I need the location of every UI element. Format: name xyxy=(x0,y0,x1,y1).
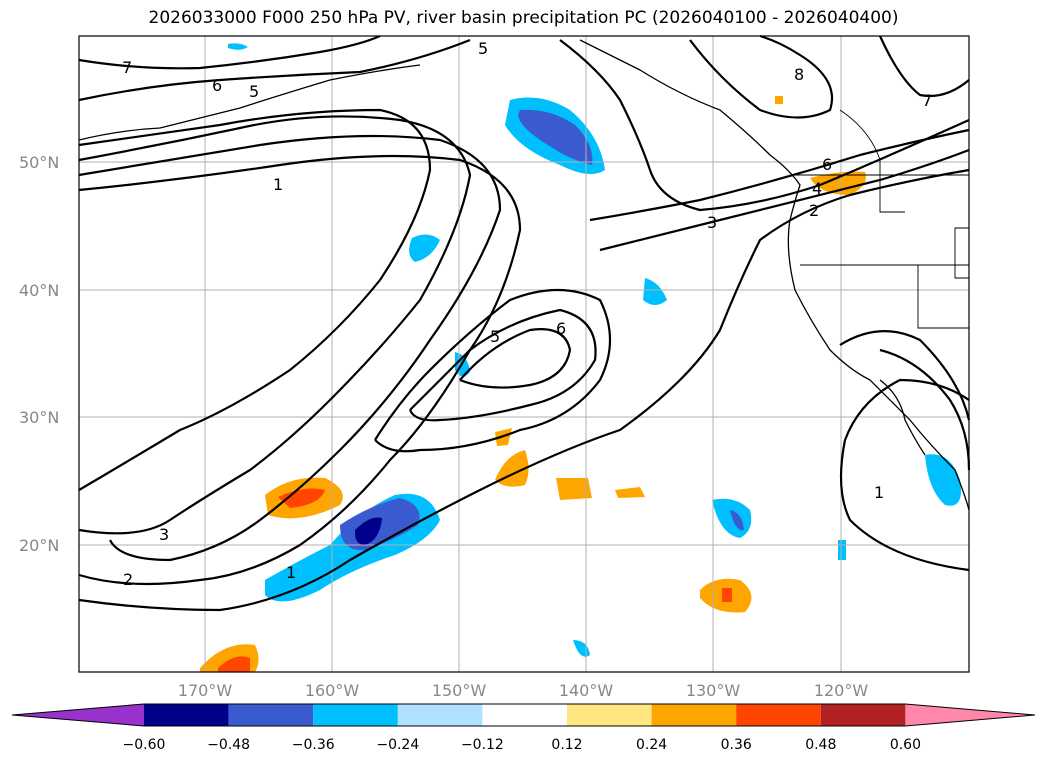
colorbar-extend-low xyxy=(12,704,144,726)
contour-label: 6 xyxy=(212,76,222,95)
precip-shading xyxy=(200,43,961,672)
colorbar-segment xyxy=(567,704,652,726)
colorbar-tick: 0.24 xyxy=(636,737,667,753)
graticule xyxy=(79,36,969,672)
contour-label: 5 xyxy=(490,327,500,346)
colorbar-segment xyxy=(313,704,398,726)
contour-label: 6 xyxy=(822,155,832,174)
colorbar-extend-high xyxy=(905,704,1035,726)
colorbar-segment xyxy=(820,704,906,726)
contour-label: 6 xyxy=(556,319,566,338)
lat-axis: 50°N 40°N 30°N 20°N xyxy=(19,153,59,555)
pv-contours xyxy=(78,34,971,612)
map-border xyxy=(78,35,970,673)
contour-label: 3 xyxy=(707,213,717,232)
colorbar-segment xyxy=(144,704,229,726)
contour-label: 4 xyxy=(812,179,822,198)
contour-label: 1 xyxy=(273,175,283,194)
contour-label: 5 xyxy=(478,39,488,58)
lat-label: 20°N xyxy=(19,536,59,555)
contour-label: 7 xyxy=(122,58,132,77)
lat-label: 50°N xyxy=(19,153,59,172)
colorbar-segment xyxy=(482,704,567,726)
colorbar-tick: 0.36 xyxy=(721,737,752,753)
lon-label: 130°W xyxy=(686,681,741,700)
colorbar-tick: −0.60 xyxy=(123,737,166,753)
contour-label: 3 xyxy=(159,525,169,544)
lon-label: 170°W xyxy=(178,681,233,700)
colorbar-tick: −0.12 xyxy=(461,737,504,753)
lon-label: 120°W xyxy=(814,681,869,700)
contour-label: 1 xyxy=(874,483,884,502)
contour-labels: 7 6 5 5 1 5 6 3 6 4 2 7 8 3 2 1 1 xyxy=(122,39,932,589)
map-panel: 7 6 5 5 1 5 6 3 6 4 2 7 8 3 2 1 1 xyxy=(78,34,971,673)
lon-label: 140°W xyxy=(559,681,614,700)
colorbar-tick: 0.60 xyxy=(890,737,921,753)
colorbar-segment xyxy=(397,704,483,726)
lon-label: 150°W xyxy=(432,681,487,700)
colorbar: −0.60 −0.48 −0.36 −0.24 −0.12 0.12 0.24 … xyxy=(11,703,1036,753)
contour-label: 2 xyxy=(809,201,819,220)
contour-label: 2 xyxy=(123,570,133,589)
colorbar-tick: −0.48 xyxy=(207,737,250,753)
lon-label: 160°W xyxy=(305,681,360,700)
contour-label: 8 xyxy=(794,65,804,84)
colorbar-tick: 0.12 xyxy=(551,737,582,753)
contour-label: 7 xyxy=(922,91,932,110)
lon-axis: 170°W 160°W 150°W 140°W 130°W 120°W xyxy=(178,681,869,700)
contour-label: 5 xyxy=(249,82,259,101)
lat-label: 40°N xyxy=(19,281,59,300)
colorbar-tick: −0.24 xyxy=(376,737,419,753)
colorbar-segment xyxy=(228,704,314,726)
map-title: 2026033000 F000 250 hPa PV, river basin … xyxy=(148,8,899,28)
colorbar-tick: 0.48 xyxy=(805,737,836,753)
colorbar-segment xyxy=(736,704,821,726)
colorbar-segment xyxy=(651,704,737,726)
colorbar-tick: −0.36 xyxy=(292,737,335,753)
contour-label: 1 xyxy=(286,563,296,582)
coastlines xyxy=(78,39,970,511)
lat-label: 30°N xyxy=(19,408,59,427)
